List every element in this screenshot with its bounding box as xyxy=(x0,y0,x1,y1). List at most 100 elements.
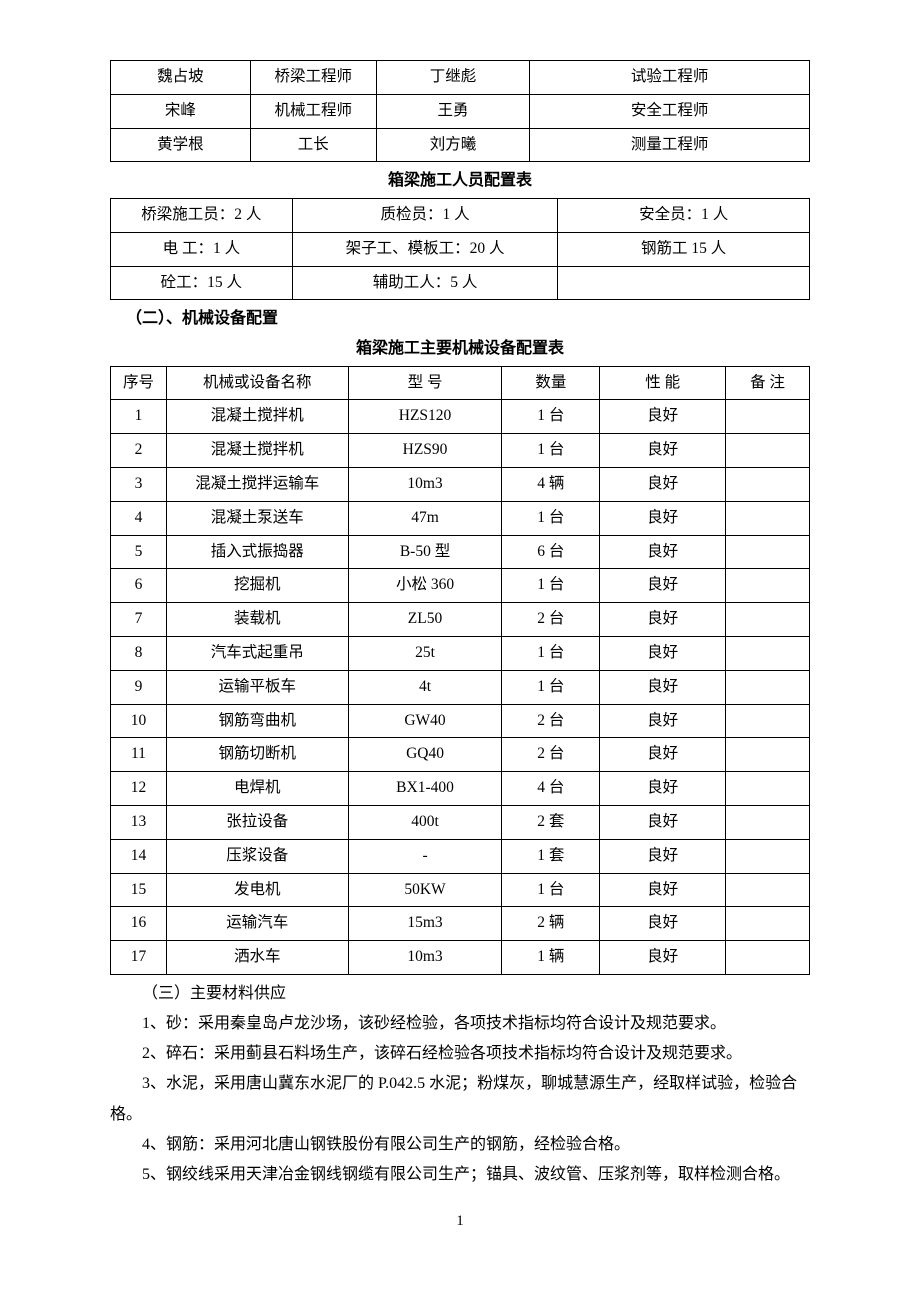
cell xyxy=(726,839,810,873)
cell: 良好 xyxy=(600,501,726,535)
cell: 挖掘机 xyxy=(166,569,348,603)
cell: 良好 xyxy=(600,670,726,704)
cell: 15m3 xyxy=(348,907,502,941)
cell: 测量工程师 xyxy=(530,128,810,162)
col-qty: 数量 xyxy=(502,366,600,400)
cell: 400t xyxy=(348,805,502,839)
cell: GW40 xyxy=(348,704,502,738)
cell: 钢筋弯曲机 xyxy=(166,704,348,738)
cell: 8 xyxy=(111,636,167,670)
paragraph: 4、钢筋：采用河北唐山钢铁股份有限公司生产的钢筋，经检验合格。 xyxy=(110,1130,810,1160)
cell: 50KW xyxy=(348,873,502,907)
cell: HZS120 xyxy=(348,400,502,434)
equipment-table: 序号 机械或设备名称 型 号 数量 性 能 备 注 1混凝土搅拌机HZS1201… xyxy=(110,366,810,975)
table-row: 黄学根 工长 刘方曦 测量工程师 xyxy=(111,128,810,162)
cell xyxy=(726,941,810,975)
cell: BX1-400 xyxy=(348,772,502,806)
cell: 插入式振捣器 xyxy=(166,535,348,569)
table-row: 10钢筋弯曲机GW402 台良好 xyxy=(111,704,810,738)
section-2-heading: （二）、机械设备配置 xyxy=(110,306,810,332)
cell: 王勇 xyxy=(376,94,530,128)
cell: 良好 xyxy=(600,434,726,468)
cell: 2 辆 xyxy=(502,907,600,941)
cell: 桥梁工程师 xyxy=(250,61,376,95)
table-row: 6挖掘机小松 3601 台良好 xyxy=(111,569,810,603)
cell: 质检员：1 人 xyxy=(292,198,558,232)
cell xyxy=(726,569,810,603)
cell: 9 xyxy=(111,670,167,704)
cell xyxy=(726,636,810,670)
table-row: 2混凝土搅拌机HZS901 台良好 xyxy=(111,434,810,468)
cell: 11 xyxy=(111,738,167,772)
cell: 1 台 xyxy=(502,873,600,907)
cell: 良好 xyxy=(600,772,726,806)
col-name: 机械或设备名称 xyxy=(166,366,348,400)
cell: 电 工：1 人 xyxy=(111,232,293,266)
cell: 良好 xyxy=(600,603,726,637)
cell: 4t xyxy=(348,670,502,704)
cell: 25t xyxy=(348,636,502,670)
cell: 安全工程师 xyxy=(530,94,810,128)
cell: 运输平板车 xyxy=(166,670,348,704)
cell xyxy=(726,670,810,704)
page-number: 1 xyxy=(110,1209,810,1233)
cell: 15 xyxy=(111,873,167,907)
table-row: 电 工：1 人 架子工、模板工：20 人 钢筋工 15 人 xyxy=(111,232,810,266)
cell: 4 xyxy=(111,501,167,535)
cell: 1 辆 xyxy=(502,941,600,975)
cell: 黄学根 xyxy=(111,128,251,162)
cell: 装载机 xyxy=(166,603,348,637)
cell: 工长 xyxy=(250,128,376,162)
cell xyxy=(726,467,810,501)
table-row: 11钢筋切断机GQ402 台良好 xyxy=(111,738,810,772)
cell: 7 xyxy=(111,603,167,637)
cell: 良好 xyxy=(600,400,726,434)
cell: 良好 xyxy=(600,839,726,873)
cell: 2 套 xyxy=(502,805,600,839)
cell: 砼工：15 人 xyxy=(111,266,293,300)
cell: 混凝土搅拌运输车 xyxy=(166,467,348,501)
table-row: 9运输平板车4t1 台良好 xyxy=(111,670,810,704)
cell: 良好 xyxy=(600,873,726,907)
cell: 12 xyxy=(111,772,167,806)
table-header-row: 序号 机械或设备名称 型 号 数量 性 能 备 注 xyxy=(111,366,810,400)
cell: 14 xyxy=(111,839,167,873)
cell: 1 台 xyxy=(502,434,600,468)
table-row: 14压浆设备-1 套良好 xyxy=(111,839,810,873)
cell: 刘方曦 xyxy=(376,128,530,162)
table-row: 魏占坡 桥梁工程师 丁继彪 试验工程师 xyxy=(111,61,810,95)
cell xyxy=(726,603,810,637)
personnel-role-table: 魏占坡 桥梁工程师 丁继彪 试验工程师 宋峰 机械工程师 王勇 安全工程师 黄学… xyxy=(110,60,810,162)
cell: 钢筋工 15 人 xyxy=(558,232,810,266)
cell: 钢筋切断机 xyxy=(166,738,348,772)
table-row: 宋峰 机械工程师 王勇 安全工程师 xyxy=(111,94,810,128)
cell: 压浆设备 xyxy=(166,839,348,873)
paragraph: 2、碎石：采用蓟县石料场生产，该碎石经检验各项技术指标均符合设计及规范要求。 xyxy=(110,1039,810,1069)
cell xyxy=(726,400,810,434)
table-row: 8汽车式起重吊25t1 台良好 xyxy=(111,636,810,670)
cell: 小松 360 xyxy=(348,569,502,603)
cell: 良好 xyxy=(600,738,726,772)
cell: ZL50 xyxy=(348,603,502,637)
cell: 良好 xyxy=(600,636,726,670)
cell: 机械工程师 xyxy=(250,94,376,128)
cell: 宋峰 xyxy=(111,94,251,128)
cell: 安全员：1 人 xyxy=(558,198,810,232)
cell: 良好 xyxy=(600,704,726,738)
cell xyxy=(726,535,810,569)
cell: 混凝土泵送车 xyxy=(166,501,348,535)
table3-caption: 箱梁施工主要机械设备配置表 xyxy=(110,336,810,362)
table-row: 13张拉设备400t2 套良好 xyxy=(111,805,810,839)
cell: GQ40 xyxy=(348,738,502,772)
cell: 1 台 xyxy=(502,501,600,535)
cell: 张拉设备 xyxy=(166,805,348,839)
cell: 魏占坡 xyxy=(111,61,251,95)
paragraph: 1、砂：采用秦皇岛卢龙沙场，该砂经检验，各项技术指标均符合设计及规范要求。 xyxy=(110,1009,810,1039)
table-row: 桥梁施工员：2 人 质检员：1 人 安全员：1 人 xyxy=(111,198,810,232)
cell: 辅助工人：5 人 xyxy=(292,266,558,300)
cell: 试验工程师 xyxy=(530,61,810,95)
cell xyxy=(726,873,810,907)
cell xyxy=(726,704,810,738)
cell: 10m3 xyxy=(348,467,502,501)
col-model: 型 号 xyxy=(348,366,502,400)
